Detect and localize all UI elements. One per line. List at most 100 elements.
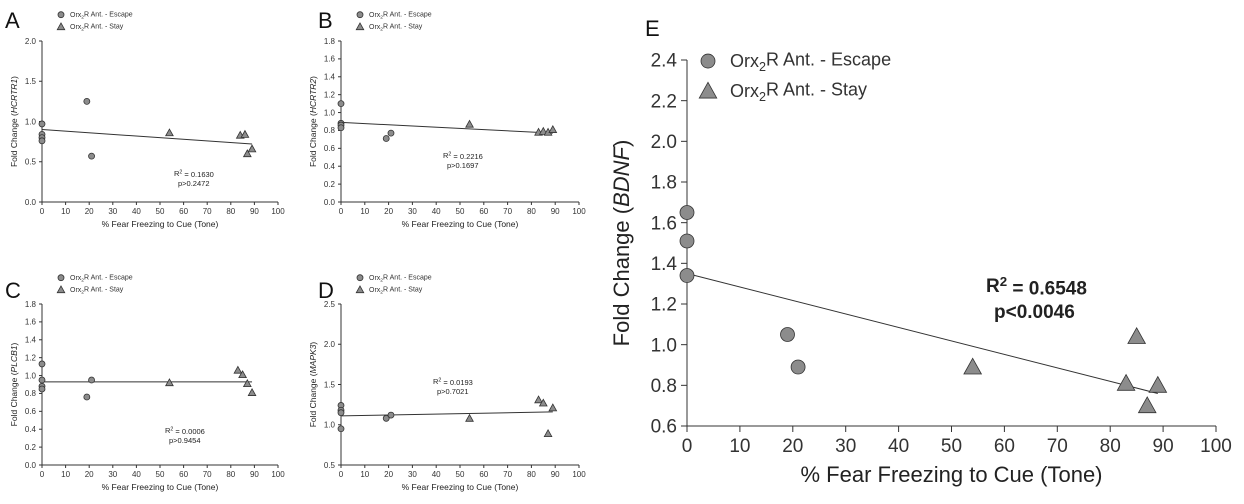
x-tick-label: 100 <box>271 470 285 479</box>
y-tick-label: 0.4 <box>324 162 336 171</box>
x-tick-label: 30 <box>408 470 417 479</box>
x-tick-label: 100 <box>1200 436 1232 457</box>
escape-point <box>790 359 806 375</box>
legend-label: Orx2R Ant. - Stay <box>70 23 124 32</box>
x-tick-label: 10 <box>360 470 369 479</box>
y-axis-title: Fold Change (BDNF) <box>609 140 634 347</box>
x-tick-label: 0 <box>339 470 344 479</box>
x-tick-label: 40 <box>132 207 141 216</box>
x-tick-label: 80 <box>226 470 235 479</box>
y-tick-label: 0.6 <box>651 417 677 438</box>
stay-point <box>465 413 474 422</box>
x-tick-label: 50 <box>456 207 465 216</box>
chart-panel-e: E 0 10 20 30 40 50 60 70 80 90 100 0.6 0.8 1.0 1.2 1.4 1.… <box>609 16 1232 487</box>
x-tick-label: 0 <box>682 436 693 457</box>
stay-point <box>465 119 474 128</box>
y-tick-label: 0.8 <box>651 376 677 397</box>
stay-point <box>247 387 257 396</box>
escape-point <box>337 409 345 417</box>
y-axis-title: Fold Change (MAPK3) <box>308 342 318 428</box>
stay-point <box>165 128 174 137</box>
escape-point <box>780 327 795 342</box>
x-tick-label: 80 <box>226 207 235 216</box>
y-tick-label: 2.0 <box>324 340 336 349</box>
stat-annotation: R2 = 0.0193 <box>433 377 473 387</box>
stay-point <box>548 403 558 412</box>
stat-annotation: R2 = 0.2216 <box>443 151 483 161</box>
x-tick-label: 70 <box>203 207 212 216</box>
escape-point <box>382 414 390 422</box>
escape-point <box>387 411 395 419</box>
x-axis-title: % Fear Freezing to Cue (Tone) <box>102 219 219 229</box>
escape-point <box>387 129 395 137</box>
y-tick-label: 2.4 <box>651 51 678 72</box>
x-tick-label: 20 <box>384 207 393 216</box>
stay-point <box>963 357 983 375</box>
x-axis-title: % Fear Freezing to Cue (Tone) <box>800 462 1102 487</box>
y-tick-label: 1.8 <box>651 173 677 194</box>
stay-point <box>534 395 543 404</box>
x-tick-label: 20 <box>384 470 393 479</box>
x-tick-label: 90 <box>551 207 560 216</box>
y-tick-label: 1.0 <box>25 371 37 380</box>
x-tick-label: 10 <box>61 207 70 216</box>
escape-point <box>382 135 390 142</box>
y-tick-label: 0.2 <box>324 180 336 189</box>
x-tick-label: 50 <box>156 207 165 216</box>
x-tick-label: 0 <box>339 207 344 216</box>
legend-label: Orx2R Ant. - Escape <box>369 11 432 20</box>
x-tick-label: 0 <box>40 207 45 216</box>
y-tick-label: 0.4 <box>25 425 37 434</box>
stay-point <box>538 398 548 407</box>
stat-annotation: p<0.0046 <box>994 302 1075 323</box>
stay-point <box>538 126 548 135</box>
x-tick-label: 60 <box>479 207 488 216</box>
x-tick-label: 100 <box>271 207 285 216</box>
panel-letter: E <box>645 16 660 41</box>
panel-letter: A <box>5 8 20 33</box>
x-tick-label: 90 <box>250 470 259 479</box>
x-tick-label: 20 <box>85 207 94 216</box>
stat-annotation: R2 = 0.0006 <box>165 426 205 436</box>
y-tick-label: 1.4 <box>651 254 678 275</box>
y-tick-label: 0.5 <box>25 158 37 167</box>
escape-point <box>38 385 46 393</box>
escape-point <box>337 425 345 433</box>
escape-point <box>38 360 46 368</box>
x-tick-label: 80 <box>527 207 536 216</box>
x-tick-label: 100 <box>572 470 586 479</box>
legend-label: Orx2R Ant. - Stay <box>369 23 423 32</box>
legend-marker-stay <box>355 22 365 31</box>
x-tick-label: 80 <box>527 470 536 479</box>
y-tick-label: 0.0 <box>25 461 37 470</box>
x-tick-label: 40 <box>432 207 441 216</box>
stat-annotation: p>0.1697 <box>447 161 479 170</box>
x-axis-title: % Fear Freezing to Cue (Tone) <box>402 482 519 492</box>
x-tick-label: 70 <box>203 470 212 479</box>
stay-point <box>242 379 252 388</box>
y-tick-label: 1.6 <box>651 213 677 234</box>
stay-point <box>543 429 553 438</box>
x-tick-label: 40 <box>132 470 141 479</box>
x-tick-label: 90 <box>1153 436 1174 457</box>
stay-point <box>238 370 248 379</box>
y-tick-label: 0.0 <box>324 198 336 207</box>
legend-label: Orx2R Ant. - Stay <box>70 286 124 295</box>
regression-line <box>340 411 553 417</box>
x-tick-label: 40 <box>432 470 441 479</box>
x-tick-label: 40 <box>888 436 909 457</box>
y-tick-label: 2.0 <box>25 37 37 46</box>
legend-label: Orx2R Ant. - Escape <box>70 11 133 20</box>
legend-marker-stay <box>355 285 365 294</box>
y-tick-label: 2.0 <box>651 132 677 153</box>
stay-point <box>1148 375 1168 393</box>
x-tick-label: 80 <box>1100 436 1121 457</box>
legend-label: Orx2R Ant. - Stay <box>730 79 867 103</box>
x-tick-label: 10 <box>360 207 369 216</box>
x-tick-label: 30 <box>835 436 856 457</box>
y-tick-label: 1.2 <box>651 295 677 316</box>
y-axis-title: Fold Change (HCRTR2) <box>308 76 318 167</box>
y-tick-label: 2.2 <box>651 91 677 112</box>
stay-point <box>1127 326 1147 344</box>
